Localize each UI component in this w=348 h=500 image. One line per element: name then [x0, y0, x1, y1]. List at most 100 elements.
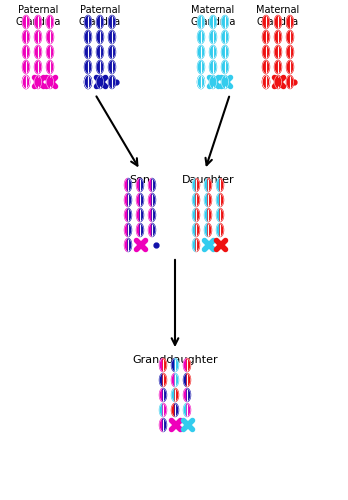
Polygon shape	[50, 16, 54, 28]
Polygon shape	[205, 208, 208, 222]
Polygon shape	[172, 404, 175, 416]
Polygon shape	[163, 404, 166, 416]
Polygon shape	[128, 194, 132, 206]
Polygon shape	[128, 208, 132, 222]
Polygon shape	[208, 224, 212, 236]
Polygon shape	[278, 16, 282, 28]
Polygon shape	[213, 30, 216, 44]
Polygon shape	[26, 46, 30, 59]
Polygon shape	[198, 30, 201, 44]
Polygon shape	[192, 194, 196, 206]
Polygon shape	[85, 30, 88, 44]
Polygon shape	[85, 60, 88, 74]
Polygon shape	[100, 30, 103, 44]
Polygon shape	[205, 224, 208, 236]
Polygon shape	[23, 46, 26, 59]
Polygon shape	[109, 30, 112, 44]
Polygon shape	[112, 76, 116, 88]
Polygon shape	[128, 224, 132, 236]
Polygon shape	[216, 178, 220, 192]
Polygon shape	[220, 224, 223, 236]
Polygon shape	[34, 16, 38, 28]
Polygon shape	[109, 16, 112, 28]
Polygon shape	[275, 60, 278, 74]
Polygon shape	[198, 76, 201, 88]
Polygon shape	[262, 76, 266, 88]
Polygon shape	[198, 46, 201, 59]
Polygon shape	[159, 418, 163, 432]
Polygon shape	[96, 76, 100, 88]
Polygon shape	[209, 76, 213, 88]
Polygon shape	[23, 76, 26, 88]
Polygon shape	[205, 194, 208, 206]
Polygon shape	[136, 194, 140, 206]
Polygon shape	[220, 208, 223, 222]
Polygon shape	[175, 388, 179, 402]
Polygon shape	[23, 30, 26, 44]
Polygon shape	[201, 60, 205, 74]
Polygon shape	[112, 16, 116, 28]
Polygon shape	[100, 46, 103, 59]
Polygon shape	[187, 358, 190, 372]
Polygon shape	[286, 16, 290, 28]
Polygon shape	[85, 76, 88, 88]
Polygon shape	[175, 358, 179, 372]
Polygon shape	[266, 60, 269, 74]
Text: Daughter: Daughter	[182, 175, 234, 185]
Polygon shape	[34, 60, 38, 74]
Polygon shape	[47, 60, 50, 74]
Polygon shape	[38, 46, 41, 59]
Polygon shape	[201, 46, 205, 59]
Polygon shape	[221, 60, 225, 74]
Polygon shape	[187, 374, 190, 386]
Polygon shape	[209, 16, 213, 28]
Polygon shape	[88, 60, 92, 74]
Text: Son: Son	[129, 175, 150, 185]
Polygon shape	[196, 194, 199, 206]
Polygon shape	[187, 388, 190, 402]
Polygon shape	[136, 208, 140, 222]
Polygon shape	[23, 76, 26, 88]
Polygon shape	[172, 358, 175, 372]
Polygon shape	[50, 46, 54, 59]
Polygon shape	[88, 16, 92, 28]
Polygon shape	[112, 30, 116, 44]
Polygon shape	[159, 388, 163, 402]
Polygon shape	[208, 194, 212, 206]
Polygon shape	[136, 178, 140, 192]
Polygon shape	[50, 60, 54, 74]
Polygon shape	[196, 208, 199, 222]
Polygon shape	[152, 178, 156, 192]
Polygon shape	[216, 208, 220, 222]
Polygon shape	[38, 30, 41, 44]
Polygon shape	[88, 76, 92, 88]
Polygon shape	[34, 46, 38, 59]
Polygon shape	[100, 76, 103, 88]
Polygon shape	[96, 30, 100, 44]
Polygon shape	[216, 224, 220, 236]
Polygon shape	[183, 404, 187, 416]
Polygon shape	[221, 76, 225, 88]
Polygon shape	[225, 60, 229, 74]
Polygon shape	[163, 374, 166, 386]
Polygon shape	[50, 76, 54, 88]
Polygon shape	[201, 76, 205, 88]
Polygon shape	[262, 46, 266, 59]
Polygon shape	[85, 76, 88, 88]
Polygon shape	[286, 46, 290, 59]
Polygon shape	[209, 30, 213, 44]
Polygon shape	[216, 194, 220, 206]
Polygon shape	[125, 178, 128, 192]
Polygon shape	[201, 16, 205, 28]
Polygon shape	[266, 16, 269, 28]
Text: Paternal
Grandpa: Paternal Grandpa	[79, 5, 121, 26]
Polygon shape	[47, 16, 50, 28]
Polygon shape	[96, 46, 100, 59]
Polygon shape	[275, 46, 278, 59]
Polygon shape	[23, 16, 26, 28]
Polygon shape	[266, 30, 269, 44]
Polygon shape	[47, 76, 50, 88]
Polygon shape	[278, 46, 282, 59]
Polygon shape	[220, 194, 223, 206]
Polygon shape	[198, 16, 201, 28]
